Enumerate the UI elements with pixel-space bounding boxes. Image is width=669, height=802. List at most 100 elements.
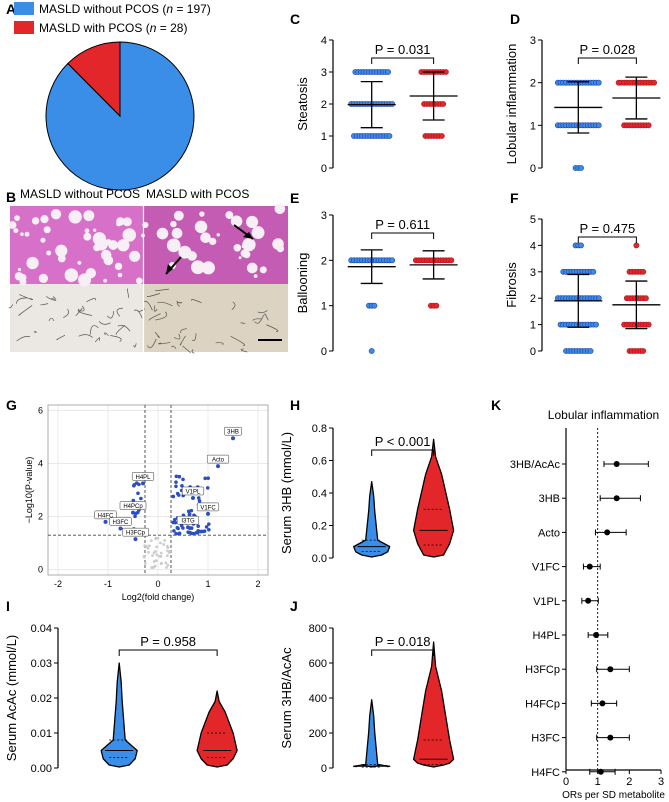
p-value-label: P = 0.028 <box>579 42 635 57</box>
data-point <box>438 133 445 139</box>
he-vacuole <box>14 215 20 221</box>
point-label: Acto <box>212 458 225 464</box>
data-point <box>633 242 640 249</box>
forest-row-label: 3HB <box>539 493 560 505</box>
x-tick-label: 1 <box>205 579 210 589</box>
data-point-labelled <box>103 519 108 524</box>
forest-row-label: 3HB/AcAc <box>510 459 561 471</box>
reticulin-fiber <box>143 300 153 311</box>
point-label-box <box>119 501 147 510</box>
point-label: H4FC <box>98 513 114 519</box>
reticulin-fiber <box>133 309 143 319</box>
he-vacuole <box>14 272 24 281</box>
data-point <box>197 499 202 503</box>
he-vacuole <box>20 232 24 236</box>
p-value-label: P = 0.611 <box>375 217 430 232</box>
he-vacuole <box>253 274 258 278</box>
he-vacuole <box>246 262 258 274</box>
data-point <box>595 295 602 302</box>
data-point-ns <box>165 554 169 558</box>
data-point-ns <box>158 554 161 558</box>
data-point <box>175 491 180 496</box>
y-axis-title: Serum 3HB (mmol/L) <box>279 432 294 554</box>
dot-y-tick-label: 0 <box>321 346 327 358</box>
p-bracket <box>371 57 435 64</box>
reticulin-fiber <box>252 318 262 321</box>
panel-label-f: F <box>510 190 519 206</box>
data-point <box>173 520 178 525</box>
p-value-label: P = 0.018 <box>375 634 431 649</box>
violin-y-tick-label: 0.4 <box>312 488 327 500</box>
violin-y-tick-label: 0.8 <box>312 423 327 435</box>
reticulin-fiber <box>147 338 157 349</box>
he-vacuole <box>68 278 73 283</box>
he-vacuole <box>170 220 177 228</box>
data-point <box>645 122 652 129</box>
he-vacuoles <box>8 203 286 287</box>
forest-row-label: H3FCp <box>525 664 560 676</box>
he-vacuole <box>246 215 259 229</box>
y-tick-label: 6 <box>38 405 43 415</box>
dot-y-tick-label: 0 <box>321 163 327 175</box>
reticulin-fiber <box>231 301 236 311</box>
reticulin-fiber <box>116 307 123 317</box>
data-point <box>593 321 599 328</box>
he-vacuole <box>274 203 286 215</box>
point-label-box <box>224 426 242 436</box>
reticulin-fiber <box>94 337 101 343</box>
data-point <box>174 480 178 484</box>
point-label-box <box>181 486 205 496</box>
point-label: H3FCp <box>126 531 146 537</box>
he-vacuole <box>233 243 242 252</box>
he-vacuole <box>40 237 46 243</box>
data-point-ns <box>146 546 150 550</box>
data-point <box>174 531 178 536</box>
violin-body <box>412 641 455 768</box>
chart-serum-3hb: 0.0 0.2 0.4 0.6 0.8 Serum 3HB (mmol/L) P < 0.0… <box>279 423 455 565</box>
he-vacuole <box>241 244 245 249</box>
reticulin-fiber <box>107 311 115 319</box>
dot-y-tick-label: 3 <box>321 67 327 79</box>
legend-n-label-without: n <box>166 2 173 16</box>
reticulin-fiber <box>240 348 248 353</box>
y-axis-title: −Log10(P-value) <box>24 457 34 524</box>
reticulin-fiber <box>230 335 246 346</box>
reticulin-fiber <box>78 334 93 338</box>
he-vacuole <box>40 214 49 224</box>
he-vacuole <box>122 228 137 242</box>
he-vacuole <box>201 261 215 275</box>
point-label: 3HB <box>227 430 239 436</box>
reticulin-fiber <box>153 305 158 312</box>
violin-y-tick-label: 0.04 <box>31 623 52 635</box>
he-vacuole <box>122 217 132 227</box>
reticulin-fiber <box>158 342 171 345</box>
reticulin-fiber <box>133 343 137 348</box>
he-vacuole <box>187 251 197 261</box>
data-point <box>440 101 447 107</box>
reticulin-fiber <box>148 313 161 321</box>
odds-ratio-point <box>607 734 614 741</box>
he-vacuole <box>31 217 40 225</box>
legend-label-with: MASLD with PCOS (n = 28) <box>39 21 187 35</box>
violin-y-tick-label: 0.01 <box>31 728 52 740</box>
he-vacuole <box>173 210 184 221</box>
y-axis-title: Steatosis <box>295 77 310 131</box>
dot-y-tick-label: 0 <box>530 346 536 358</box>
y-axis-title: Serum AcAc (mmol/L) <box>4 635 19 761</box>
odds-ratio-point <box>613 461 620 467</box>
data-point <box>595 79 602 86</box>
data-point-ns <box>162 543 166 546</box>
reticulin-fiber <box>154 331 160 339</box>
data-point <box>132 482 137 487</box>
chart-forest-lobular: Lobular inflammation 0 1 2 3 3HB/AcAc 3HB Acto V… <box>510 408 665 801</box>
data-point <box>207 527 211 532</box>
data-point <box>174 474 179 479</box>
x-tick-label: 3 <box>658 776 664 788</box>
chart-fibrosis: 0 1 2 3 4 5 Fibrosis P = 0.475 <box>504 214 661 358</box>
he-vacuole <box>166 238 181 253</box>
histology-label-with: MASLD with PCOS <box>146 187 249 201</box>
point-label-box <box>131 472 155 481</box>
reticulin-fiber <box>115 324 126 335</box>
data-point <box>640 348 647 354</box>
violin-body <box>412 438 455 558</box>
